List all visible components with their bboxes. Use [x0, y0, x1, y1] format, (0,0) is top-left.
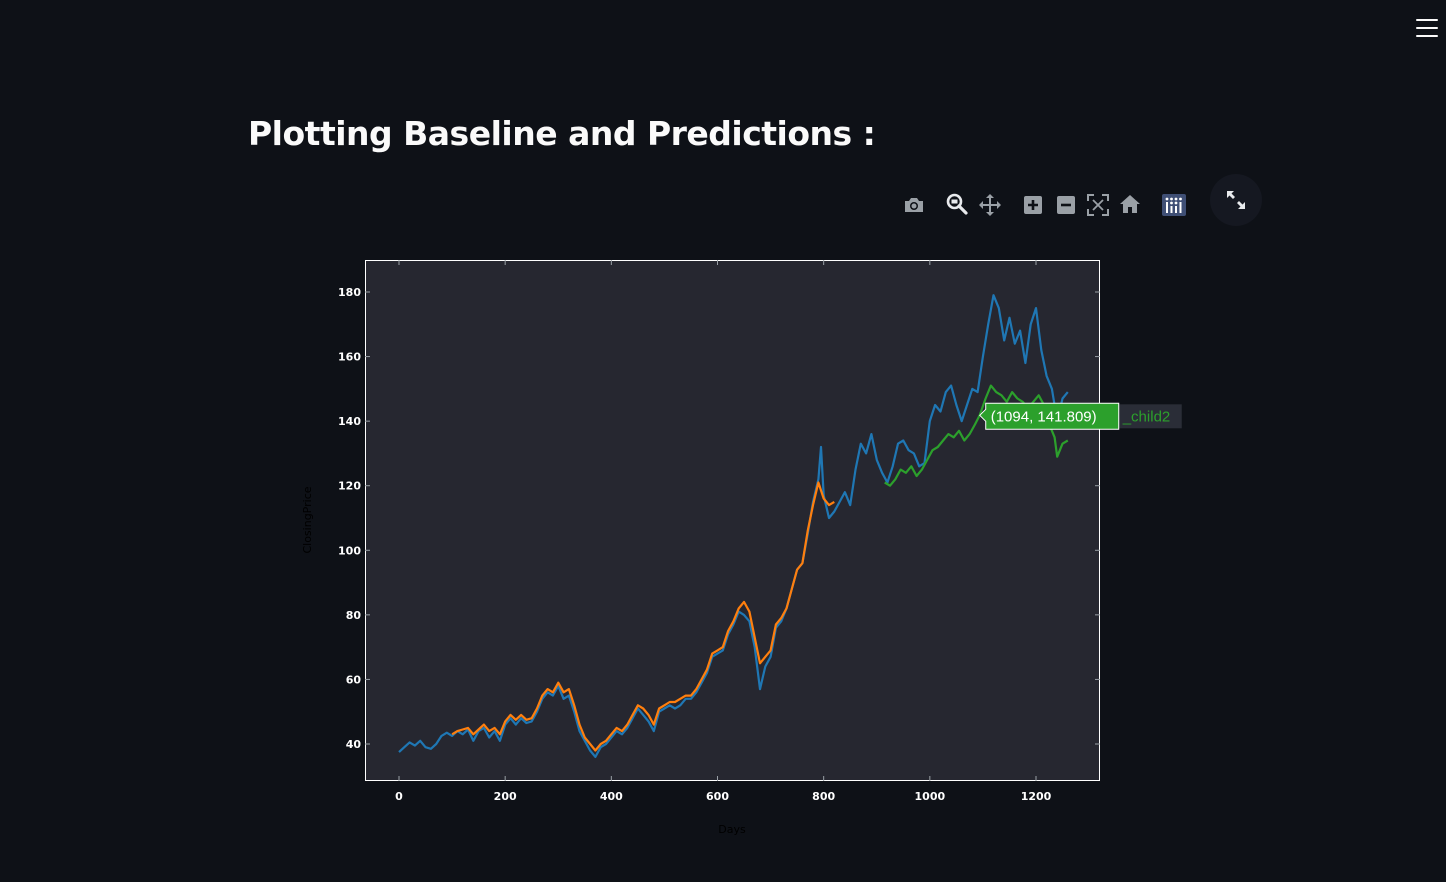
series-line-2[interactable]	[884, 384, 1069, 487]
reset-axes-icon[interactable]	[1118, 192, 1142, 216]
y-tick-label: 140	[338, 415, 361, 428]
y-tick-label: 80	[346, 609, 362, 622]
x-tick-label: 600	[706, 790, 729, 803]
expand-icon	[1227, 191, 1245, 209]
axis-ticks: 0 200 400 600 800 1000 1200 40 60 80 100 120 140 160 1…	[338, 260, 1100, 803]
autoscale-icon[interactable]	[1086, 193, 1110, 217]
y-tick-label: 60	[346, 673, 362, 686]
plot-area[interactable]	[365, 260, 1100, 781]
page-title: Plotting Baseline and Predictions :	[248, 114, 876, 153]
y-tick-label: 40	[346, 738, 362, 751]
y-tick-label: 120	[338, 480, 361, 493]
pan-icon[interactable]	[978, 193, 1002, 217]
x-tick-label: 0	[395, 790, 403, 803]
plotly-logo-icon[interactable]	[1162, 193, 1186, 217]
camera-icon[interactable]	[902, 193, 926, 217]
x-axis-label: Days	[718, 823, 746, 836]
x-tick-label: 1000	[915, 790, 946, 803]
zoom-in-icon[interactable]	[1021, 193, 1045, 217]
y-tick-label: 180	[338, 286, 361, 299]
plot-frame	[365, 260, 1100, 781]
tooltip-series-label: _child2	[1122, 408, 1171, 425]
zoom-out-icon[interactable]	[1054, 193, 1078, 217]
zoom-icon[interactable]	[945, 192, 969, 216]
tooltip-box	[979, 402, 1120, 430]
fullscreen-button[interactable]	[1210, 174, 1262, 226]
series-line-0[interactable]	[398, 294, 1069, 758]
y-axis-label: ClosingPrice	[301, 486, 314, 553]
tooltip-series-bg	[1118, 404, 1182, 429]
tooltip-value: (1094, 141.809)	[991, 408, 1097, 425]
series-lines	[398, 294, 1069, 758]
hover-tooltip: (1094, 141.809) _child2	[979, 402, 1182, 430]
hamburger-menu-icon[interactable]	[1416, 19, 1438, 37]
y-tick-label: 100	[338, 544, 361, 557]
y-tick-label: 160	[338, 351, 361, 364]
x-tick-label: 200	[494, 790, 517, 803]
x-tick-label: 1200	[1021, 790, 1052, 803]
x-tick-label: 800	[812, 790, 835, 803]
x-tick-label: 400	[600, 790, 623, 803]
series-line-1[interactable]	[451, 481, 835, 752]
